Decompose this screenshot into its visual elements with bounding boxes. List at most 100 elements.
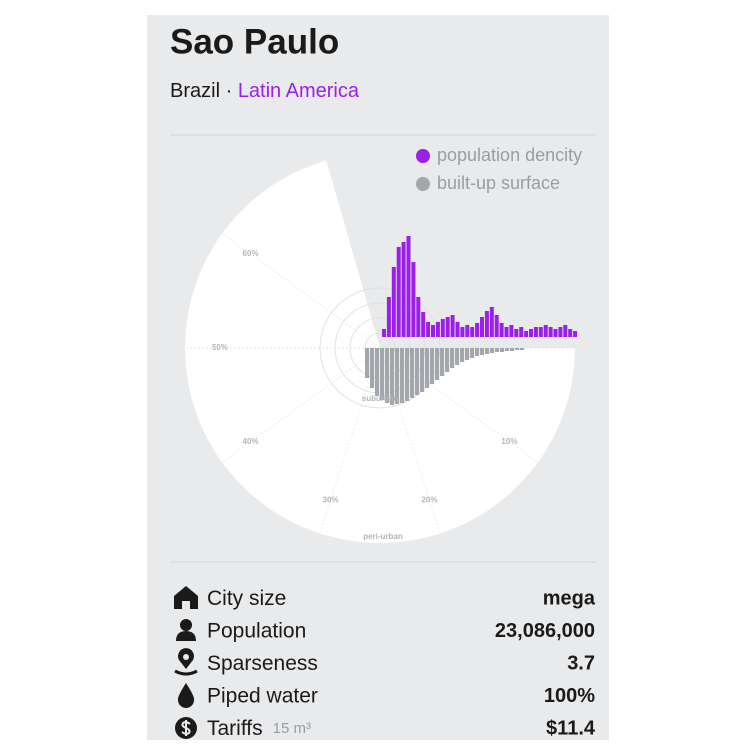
built-up-bar	[435, 348, 440, 380]
density-bar	[470, 327, 475, 337]
built-up-bar	[430, 348, 435, 384]
built-up-bar	[450, 348, 455, 368]
radial-label: 20%	[421, 495, 437, 504]
location: Brazil · Latin America	[170, 80, 360, 102]
density-bar	[480, 317, 484, 337]
built-up-bar	[485, 348, 490, 354]
density-bar	[382, 329, 386, 337]
density-bar	[529, 329, 533, 337]
built-up-bar	[400, 348, 405, 403]
built-up-bar	[405, 348, 410, 401]
density-bar	[460, 327, 465, 337]
built-up-bar	[470, 348, 475, 358]
density-bar	[406, 236, 411, 337]
density-bar	[431, 325, 435, 337]
zone-label: suburban	[362, 394, 399, 403]
icon-house	[174, 586, 198, 609]
density-bar	[499, 323, 504, 337]
separator: ·	[226, 80, 233, 102]
density-bar	[445, 317, 450, 337]
density-bar	[563, 325, 568, 337]
stat-label: City size	[207, 587, 286, 610]
stat-value: $11.4	[546, 717, 596, 739]
stat-value: mega	[543, 587, 596, 609]
icon-pin	[174, 648, 198, 676]
region: Latin America	[238, 80, 360, 102]
built-up-bar	[500, 348, 505, 352]
built-up-bar	[490, 348, 495, 353]
density-bar	[548, 327, 553, 337]
radial-label: 60%	[243, 249, 259, 258]
density-bar	[489, 307, 494, 337]
stats: City size mega Population 23,086,000 Sparsen…	[174, 586, 596, 740]
stat-name: Sparseness	[207, 652, 318, 675]
built-up-bar	[515, 348, 520, 350]
density-bar	[543, 325, 548, 337]
built-up-bar	[505, 348, 510, 351]
stat-label: Sparseness	[207, 652, 318, 675]
density-bar	[396, 247, 401, 337]
built-up-bar	[445, 348, 450, 372]
legend-swatch	[416, 149, 430, 163]
stat-value: 23,086,000	[495, 620, 595, 642]
spoke	[221, 232, 381, 349]
stat-unit: 15 m³	[273, 720, 311, 737]
density-bar	[553, 329, 558, 337]
density-bar	[484, 311, 489, 337]
built-up-bar	[395, 348, 400, 404]
icon-dollar	[175, 717, 197, 739]
density-bar	[538, 327, 543, 337]
density-bar	[426, 322, 431, 337]
stat-name: Piped water	[207, 684, 318, 707]
legend-label: population dencity	[437, 145, 582, 165]
stat-value: 100%	[544, 685, 595, 707]
density-bar	[450, 315, 455, 337]
stat-label: Tariffs 15 m³	[207, 717, 311, 740]
legend-swatch	[416, 177, 430, 191]
density-bar	[514, 329, 519, 337]
stat-name: City size	[207, 587, 286, 610]
stat-name: Tariffs	[207, 717, 263, 740]
density-bar	[465, 325, 470, 337]
density-bar	[509, 325, 514, 337]
city-title: Sao Paulo	[170, 22, 339, 61]
density-bar	[524, 331, 529, 337]
density-bar	[421, 312, 426, 337]
built-up-bar	[475, 348, 480, 356]
built-up-bar	[415, 348, 420, 395]
built-up-bar	[375, 348, 380, 396]
density-bar	[416, 297, 421, 337]
radial-label: 10%	[501, 437, 517, 446]
built-up-bar	[420, 348, 425, 392]
density-bar	[475, 323, 480, 337]
built-up-bar	[460, 348, 465, 362]
density-bar	[533, 327, 538, 337]
stat-label: Population	[207, 619, 306, 642]
density-bar	[401, 242, 406, 337]
stat-name: Population	[207, 619, 306, 642]
density-bar	[558, 327, 563, 337]
density-bar	[391, 267, 396, 337]
built-up-bar	[410, 348, 415, 398]
built-up-bar	[390, 348, 395, 405]
built-up-bar	[385, 348, 390, 403]
density-bar	[455, 322, 460, 337]
built-up-bar	[510, 348, 515, 351]
built-up-bar	[365, 348, 370, 378]
stat-value: 3.7	[567, 652, 595, 674]
density-bar	[435, 322, 440, 337]
density-bar	[568, 329, 573, 337]
density-bar	[519, 327, 524, 337]
density-bar	[504, 327, 509, 337]
built-up-bar	[480, 348, 485, 355]
density-bar	[386, 297, 391, 337]
built-up-bar	[455, 348, 460, 365]
country: Brazil	[170, 80, 220, 102]
legend-label: built-up surface	[437, 173, 560, 193]
density-bar	[494, 315, 499, 337]
spoke	[221, 347, 381, 464]
legend: population dencity built-up surface	[416, 145, 582, 193]
density-bar	[573, 331, 578, 337]
